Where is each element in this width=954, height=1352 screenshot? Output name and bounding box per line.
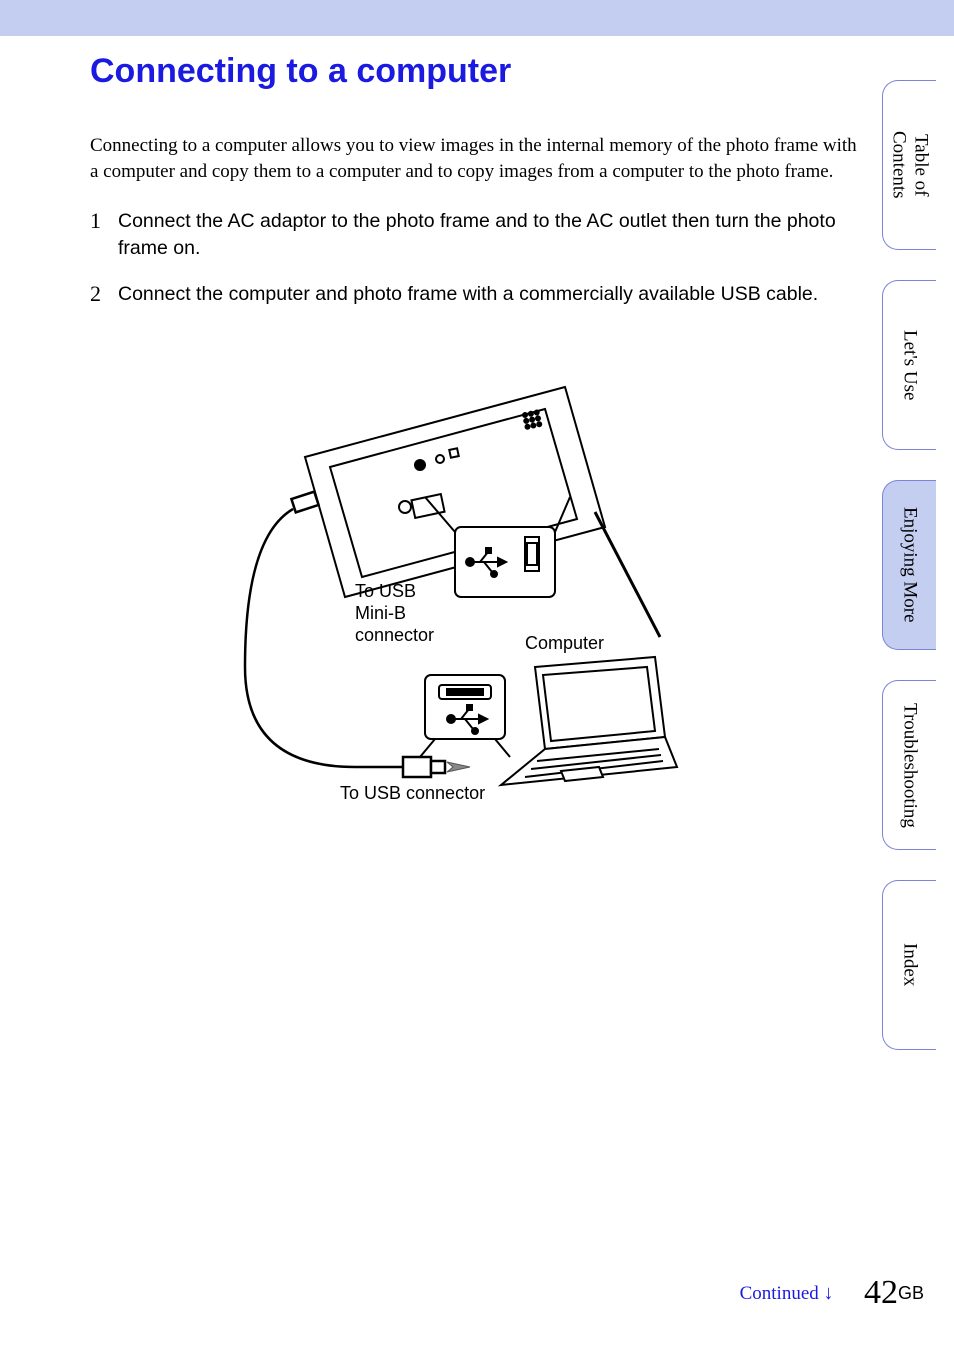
tab-troubleshooting[interactable]: Troubleshooting (882, 680, 936, 850)
tab-enjoying-more[interactable]: Enjoying More (882, 480, 936, 650)
step-text: Connect the computer and photo frame wit… (118, 283, 818, 305)
tab-label: Table of Contents (888, 131, 932, 199)
tab-label: Let's Use (899, 330, 921, 400)
main-content: Connecting to a computer Connecting to a… (90, 52, 860, 812)
side-tabs: Table of Contents Let's Use Enjoying Mor… (882, 80, 936, 1080)
header-band (0, 0, 954, 36)
diagram-label-usb-connector: To USB connector (340, 783, 485, 803)
tab-label: Enjoying More (899, 507, 921, 623)
page-title: Connecting to a computer (90, 52, 860, 91)
tab-label: Troubleshooting (899, 703, 921, 828)
tab-table-of-contents[interactable]: Table of Contents (882, 80, 936, 250)
continued-link[interactable]: Continued ↓ (740, 1282, 834, 1305)
continued-label: Continued (740, 1283, 819, 1304)
diagram-label-computer: Computer (525, 633, 604, 653)
step-number: 1 (90, 206, 101, 236)
step-item: 2 Connect the computer and photo frame w… (90, 281, 860, 307)
step-item: 1 Connect the AC adaptor to the photo fr… (90, 208, 860, 261)
connection-diagram: To USB Mini-B connector Computer To USB … (225, 337, 725, 812)
page-number: 42GB (864, 1274, 924, 1312)
page-number-value: 42 (864, 1274, 898, 1311)
page-region: GB (898, 1283, 924, 1303)
tab-lets-use[interactable]: Let's Use (882, 280, 936, 450)
diagram-label-mini-b-line1: To USB (355, 581, 416, 601)
down-arrow-icon: ↓ (824, 1282, 834, 1304)
steps-list: 1 Connect the AC adaptor to the photo fr… (90, 208, 860, 307)
tab-label: Index (899, 943, 921, 986)
diagram-svg: To USB Mini-B connector Computer To USB … (225, 337, 725, 807)
svg-text:Mini-B: Mini-B (355, 603, 406, 623)
tab-index[interactable]: Index (882, 880, 936, 1050)
step-text: Connect the AC adaptor to the photo fram… (118, 210, 836, 258)
step-number: 2 (90, 279, 101, 309)
page-footer: Continued ↓ 42GB (740, 1274, 924, 1312)
intro-paragraph: Connecting to a computer allows you to v… (90, 133, 860, 184)
svg-text:connector: connector (355, 625, 434, 645)
